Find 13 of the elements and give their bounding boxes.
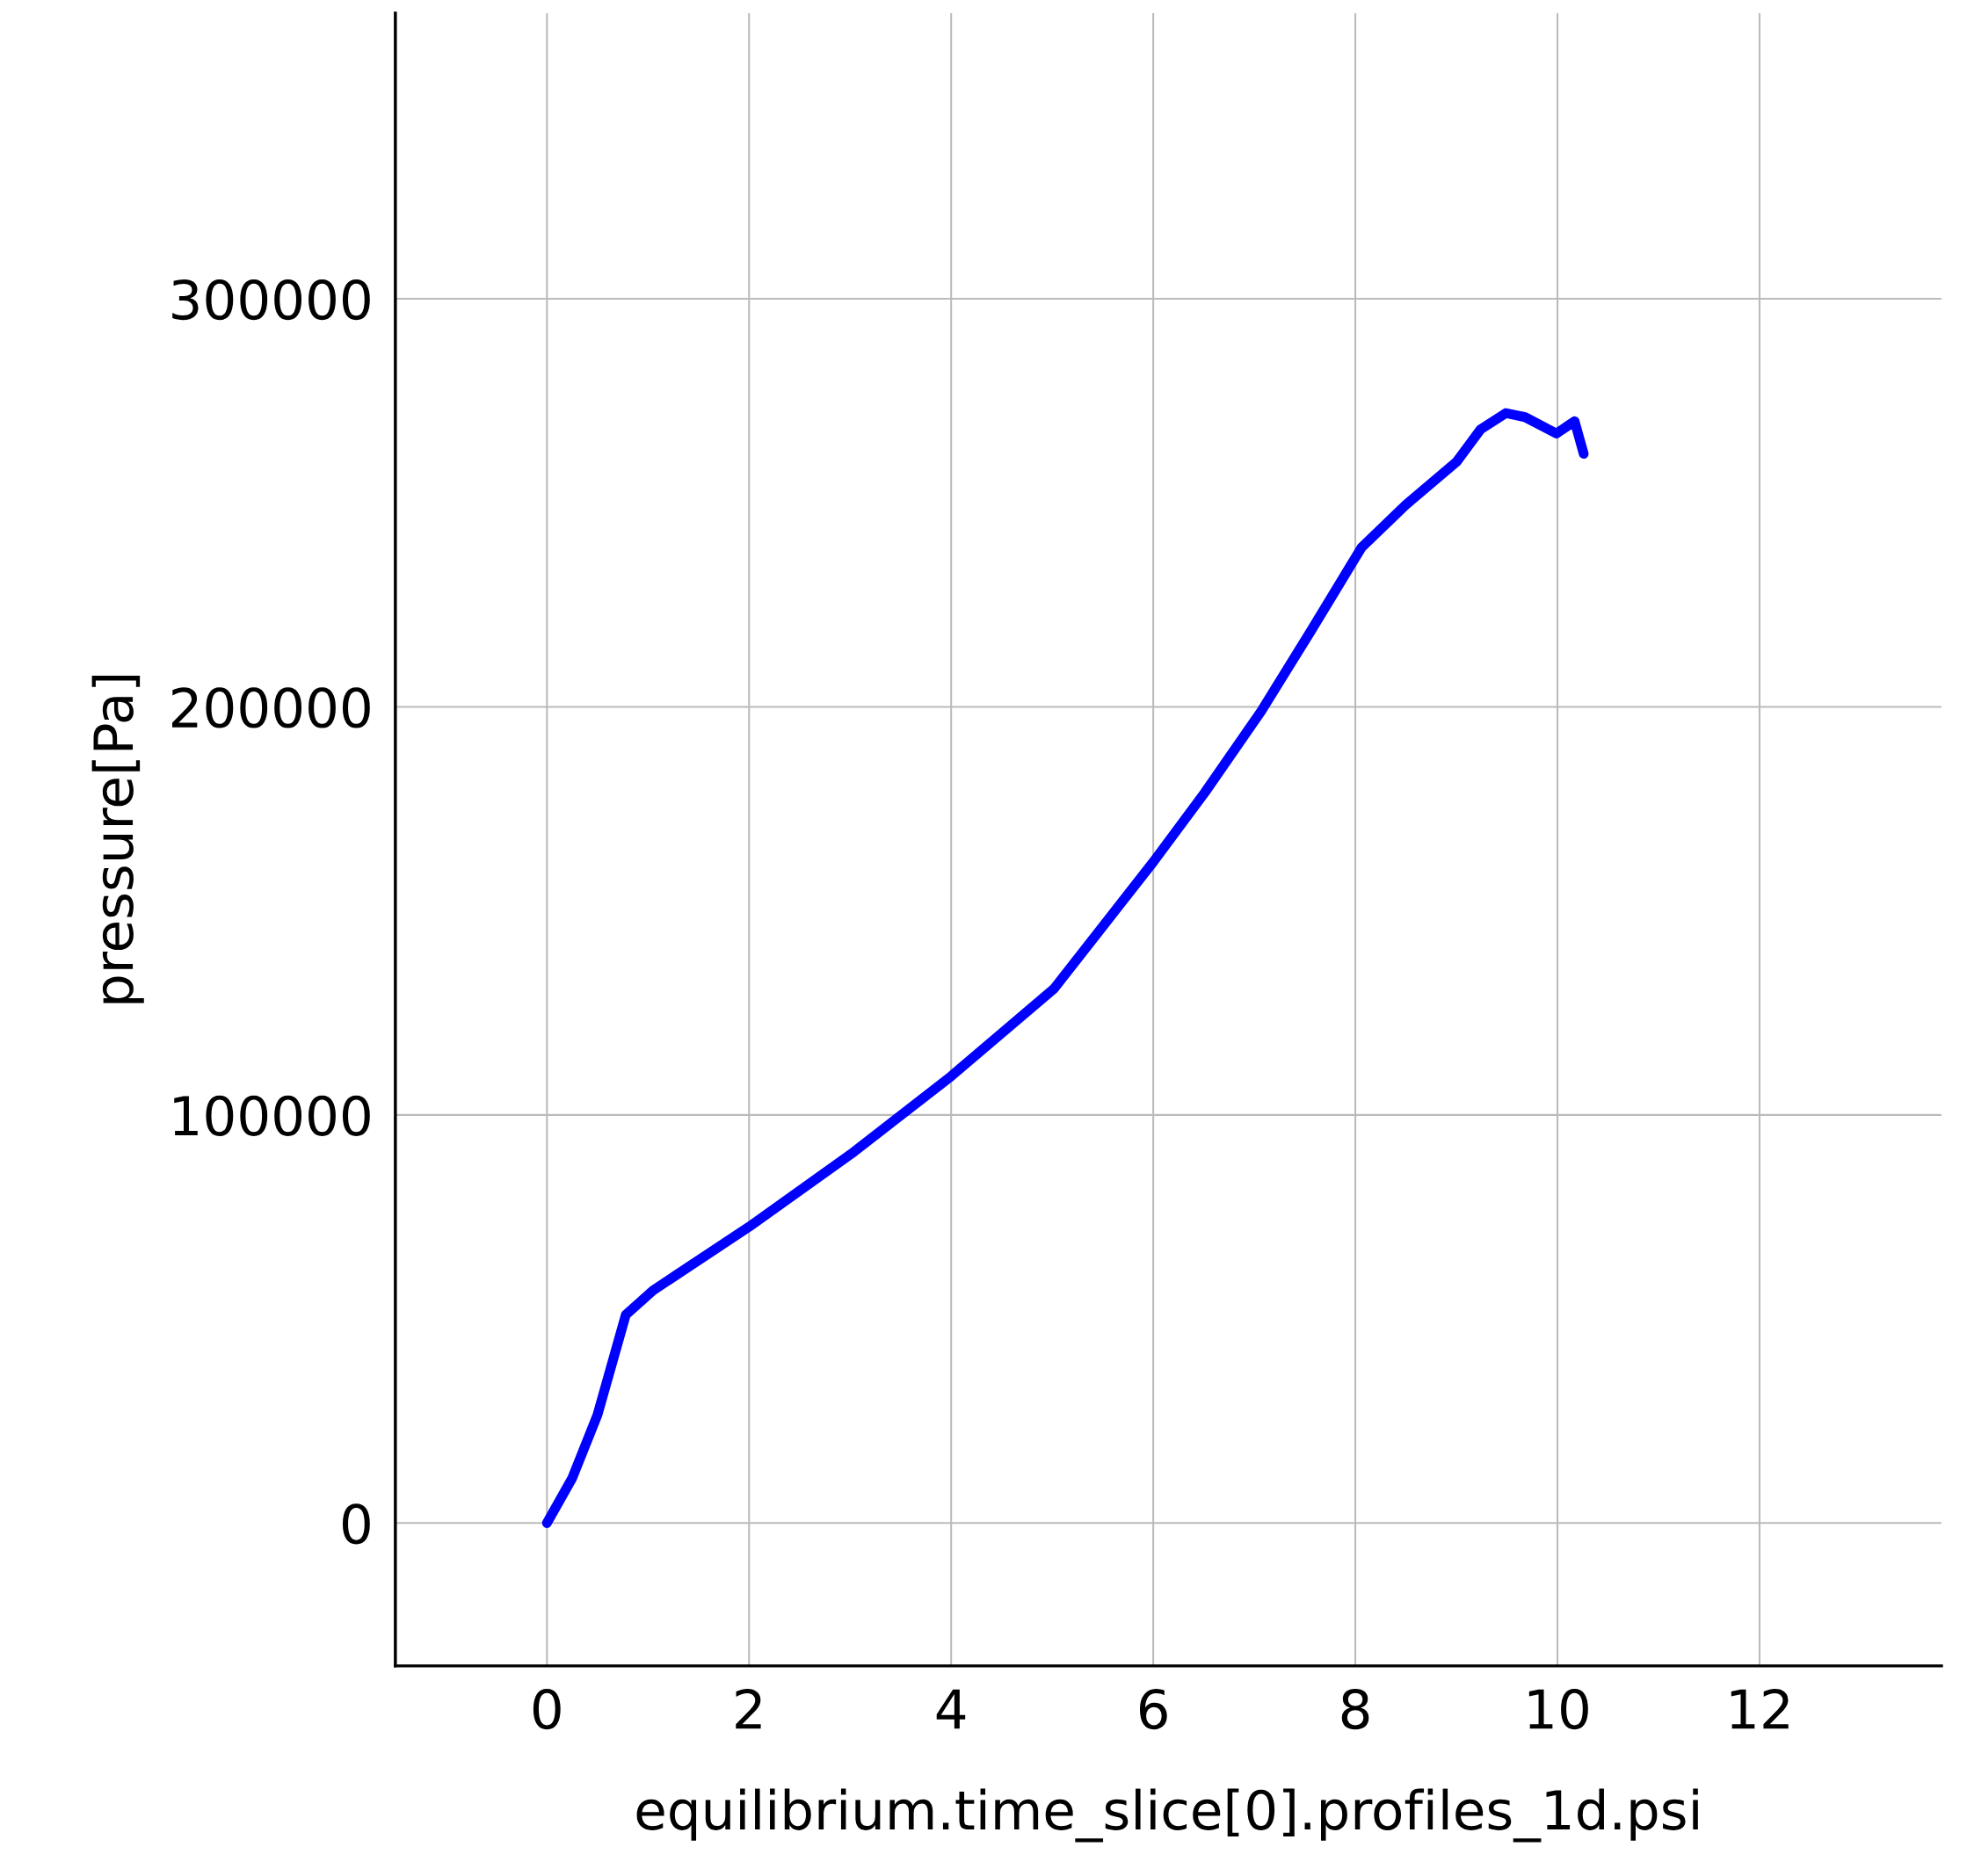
x-tick-label: 2 (736, 1688, 761, 1729)
x-tick-label: 6 (1139, 1688, 1167, 1730)
y-tick-label: 100000 (174, 1095, 370, 1136)
x-tick-label: 8 (1341, 1688, 1369, 1730)
x-tick-label: 12 (1731, 1688, 1789, 1729)
y-tick-label: 300000 (172, 279, 370, 321)
y-axis-title: pressure[Pa] (91, 676, 144, 1003)
x-tick-label: 10 (1528, 1688, 1588, 1730)
x-tick-label: 0 (533, 1688, 561, 1730)
x-axis-title: equilibrium.time_slice[0].profiles_1d.psi (636, 1788, 1698, 1843)
x-tick-label: 4 (936, 1689, 966, 1729)
y-tick-label: 0 (342, 1503, 370, 1545)
y-tick-label: 200000 (172, 687, 370, 728)
